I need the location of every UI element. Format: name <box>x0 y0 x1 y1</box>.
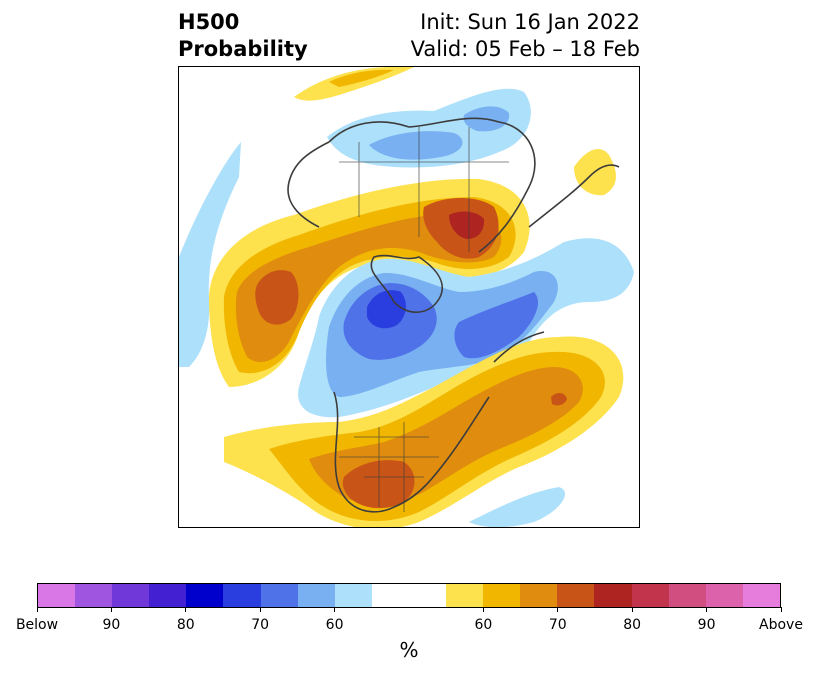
colorbar-segment <box>557 584 595 607</box>
colorbar <box>37 583 781 608</box>
colorbar-unit-label: % <box>399 638 419 662</box>
below-normal-region-atlantic <box>469 487 565 527</box>
colorbar-tick-mark <box>259 607 261 612</box>
colorbar-segment <box>483 584 521 607</box>
colorbar-tick-label: Below <box>15 617 59 633</box>
colorbar-tick-label: 60 <box>325 617 344 633</box>
colorbar-tick-label: 70 <box>548 617 567 633</box>
valid-range-label: Valid: 05 Feb – 18 Feb <box>410 37 640 61</box>
colorbar-tick-label: 70 <box>251 617 270 633</box>
colorbar-segment <box>75 584 113 607</box>
colorbar-tick-mark <box>334 607 336 612</box>
coastlines <box>287 117 620 513</box>
below-normal-region-arctic <box>298 238 634 418</box>
colorbar-tick-mark <box>631 607 633 612</box>
colorbar-segment <box>149 584 187 607</box>
colorbar-segment <box>334 584 372 607</box>
colorbar-segment <box>297 584 335 607</box>
colorbar-segment <box>705 584 743 607</box>
below-normal-region-pacific <box>327 88 531 168</box>
colorbar-segment <box>112 584 150 607</box>
colorbar-tick-mark <box>110 607 112 612</box>
above-normal-region-north <box>294 67 414 101</box>
colorbar-tick-mark <box>482 607 484 612</box>
probability-map <box>179 67 639 527</box>
colorbar-tick-label: 80 <box>623 617 642 633</box>
colorbar-segment <box>668 584 706 607</box>
colorbar-segment <box>408 584 447 607</box>
colorbar-tick-mark <box>36 607 38 612</box>
colorbar-segment <box>742 584 780 607</box>
init-date-label: Init: Sun 16 Jan 2022 <box>420 10 640 34</box>
colorbar-segment <box>260 584 298 607</box>
colorbar-segment <box>594 584 632 607</box>
colorbar-tick-mark <box>185 607 187 612</box>
title-line-type: Probability <box>178 37 308 61</box>
chart-title: H500 Probability <box>178 9 308 63</box>
colorbar-segment <box>38 584 76 607</box>
colorbar-tick-label: 90 <box>697 617 716 633</box>
colorbar-segment <box>446 584 484 607</box>
colorbar-tick-label: 80 <box>176 617 195 633</box>
below-normal-region-west <box>179 142 241 367</box>
title-line-variable: H500 <box>178 10 240 34</box>
colorbar-segment <box>186 584 224 607</box>
map-panel <box>178 66 640 528</box>
colorbar-segment <box>631 584 669 607</box>
colorbar-segment <box>371 584 409 607</box>
colorbar-segment <box>223 584 261 607</box>
colorbar-tick-mark <box>557 607 559 612</box>
above-normal-region-main <box>209 178 530 387</box>
borders <box>339 127 509 512</box>
colorbar-tick-mark <box>780 607 782 612</box>
colorbar-tick-mark <box>706 607 708 612</box>
colorbar-segment <box>520 584 558 607</box>
colorbar-tick-label: 60 <box>474 617 493 633</box>
date-info: Init: Sun 16 Jan 2022 Valid: 05 Feb – 18… <box>411 9 640 63</box>
colorbar-tick-label: 90 <box>102 617 121 633</box>
colorbar-tick-label: Above <box>759 617 803 633</box>
